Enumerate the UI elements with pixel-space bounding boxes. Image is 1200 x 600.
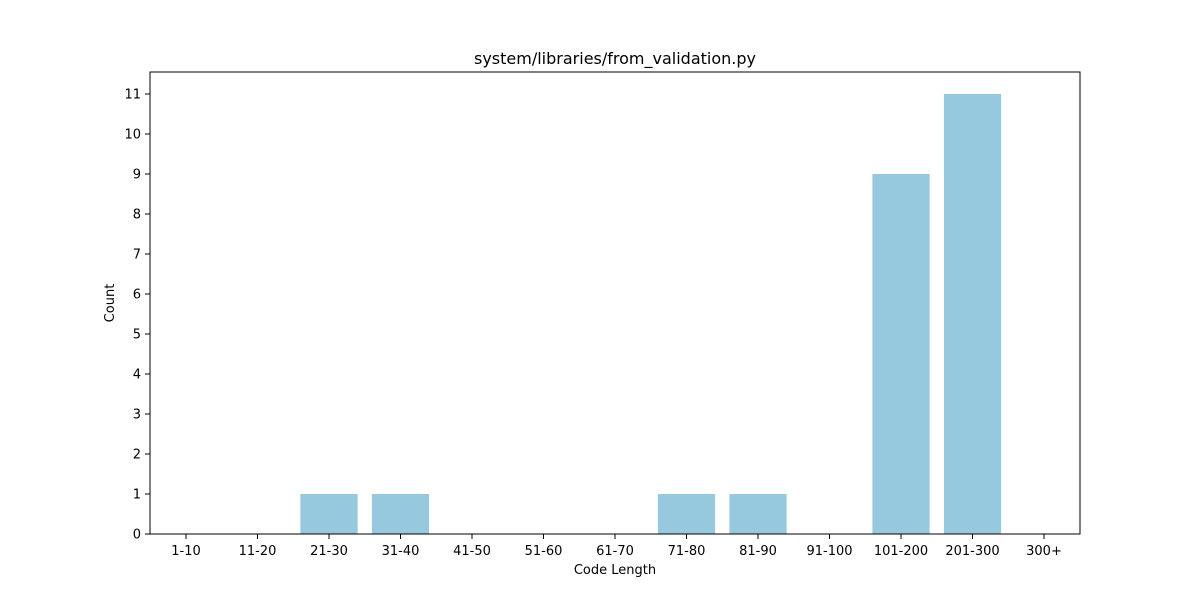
plot-area-frame [149, 71, 1081, 535]
x-tick-label: 1-10 [171, 544, 201, 559]
x-tick-label: 51-60 [525, 544, 563, 559]
x-tick-label: 71-80 [668, 544, 706, 559]
y-tick-label: 2 [133, 448, 141, 463]
x-tick-label: 91-100 [806, 544, 852, 559]
x-tick-label: 101-200 [874, 544, 928, 559]
bar-101-200 [872, 174, 930, 534]
chart-title: system/libraries/from_validation.py [474, 49, 756, 69]
x-axis-label: Code Length [574, 563, 656, 578]
bar-81-90 [729, 494, 787, 534]
x-tick-label: 41-50 [453, 544, 491, 559]
y-tick-label: 4 [133, 368, 141, 383]
x-tick-label: 31-40 [382, 544, 420, 559]
bar-21-30 [300, 494, 358, 534]
y-tick-label: 1 [133, 488, 141, 503]
y-axis: 0 1 2 3 4 5 6 7 8 9 10 11 [124, 88, 150, 543]
y-tick-label: 10 [124, 128, 141, 143]
y-tick-label: 9 [133, 168, 141, 183]
y-tick-label: 0 [133, 528, 141, 543]
y-tick-label: 11 [124, 88, 141, 103]
x-tick-label: 61-70 [596, 544, 634, 559]
x-tick-label: 81-90 [739, 544, 777, 559]
bar-201-300 [943, 94, 1002, 534]
y-tick-label: 7 [133, 248, 141, 263]
y-axis-label: Count [103, 284, 118, 323]
bar-71-80 [657, 494, 716, 534]
x-tick-label: 21-30 [310, 544, 348, 559]
x-tick-label: 11-20 [239, 544, 277, 559]
x-axis: 1-10 11-20 21-30 31-40 41-50 51-60 61-70 71-80 8… [171, 534, 1062, 559]
bars-group [300, 94, 1002, 534]
x-tick-label: 201-300 [945, 544, 999, 559]
y-tick-label: 5 [133, 328, 141, 343]
y-tick-label: 6 [133, 288, 141, 303]
y-tick-label: 3 [133, 408, 141, 423]
x-tick-label: 300+ [1026, 544, 1062, 559]
y-tick-label: 8 [133, 208, 141, 223]
bar-31-40 [371, 494, 430, 534]
